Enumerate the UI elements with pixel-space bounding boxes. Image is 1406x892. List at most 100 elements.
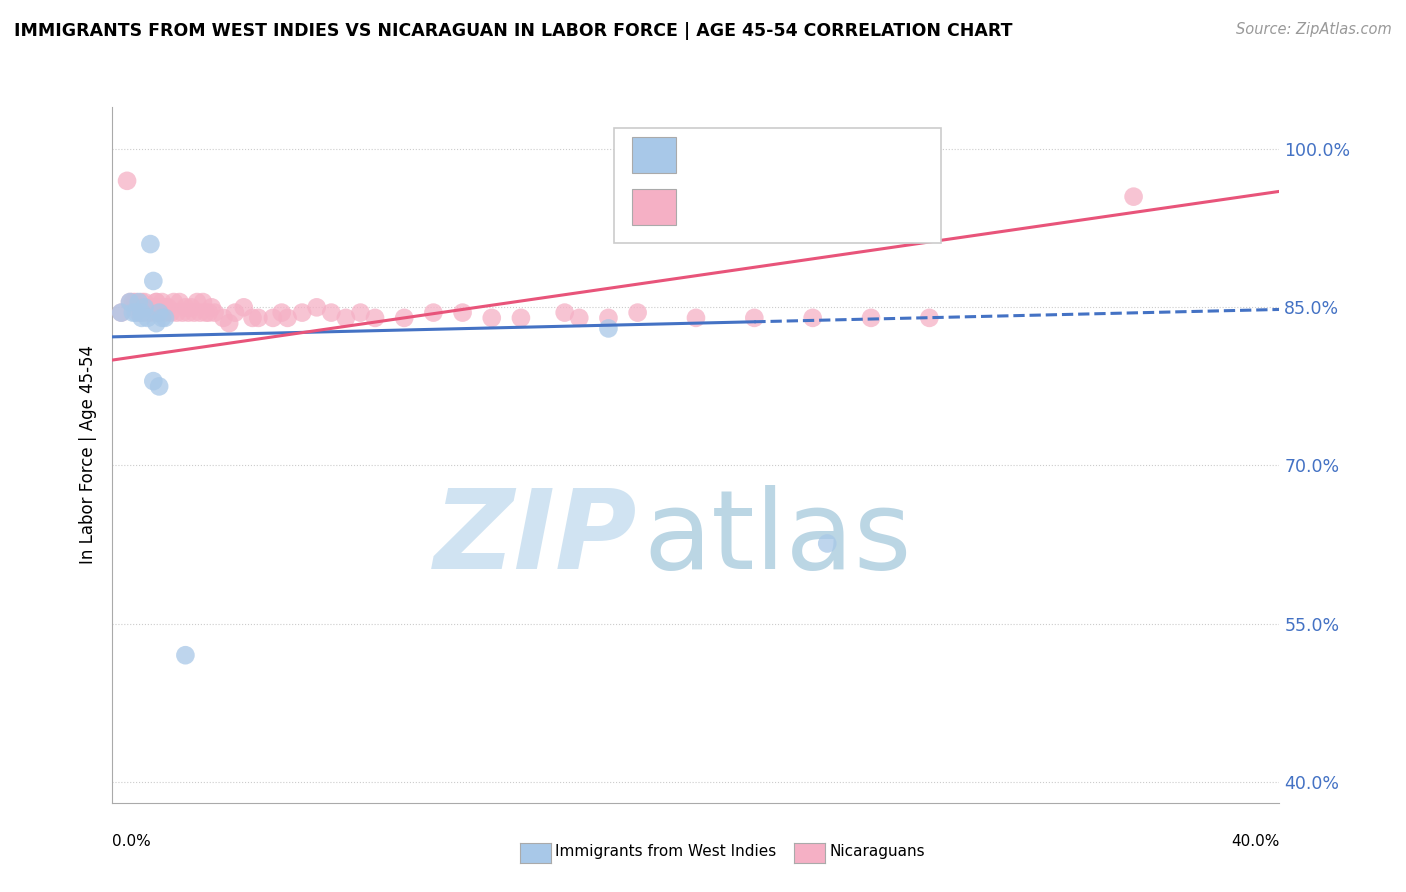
Y-axis label: In Labor Force | Age 45-54: In Labor Force | Age 45-54 [79,345,97,565]
Point [136,310,159,325]
Point [156,301,179,315]
Text: 0.0%: 0.0% [112,834,152,849]
Point [188,305,211,319]
Point [859,310,883,325]
Point [305,301,328,315]
Point [166,305,188,319]
Point [148,305,170,319]
Point [194,305,217,319]
Point [115,174,138,188]
Point [349,305,371,319]
Point [134,295,156,310]
Point [131,305,153,319]
Text: 0.314: 0.314 [740,197,796,216]
Point [335,310,357,325]
Point [142,301,165,315]
Point [118,295,141,310]
Point [150,295,173,310]
Text: 69: 69 [851,197,876,216]
Text: Nicaraguans: Nicaraguans [830,845,925,859]
Point [148,379,170,393]
FancyBboxPatch shape [614,128,941,243]
Point [568,310,591,325]
Point [131,305,153,319]
Text: R =: R = [690,145,730,163]
Point [153,305,176,319]
Point [742,310,765,325]
Point [122,305,145,319]
Point [136,305,159,319]
Point [422,305,444,319]
Point [131,295,153,310]
Point [153,310,176,325]
Point [554,305,576,319]
Point [201,301,224,315]
Point [160,305,183,319]
Point [153,301,176,315]
Point [180,301,202,315]
Point [270,305,292,319]
Point [232,301,254,315]
Point [145,305,167,319]
Text: 40.0%: 40.0% [1232,834,1279,849]
Point [110,305,132,319]
Point [815,536,838,550]
Point [598,310,620,325]
Point [125,295,148,310]
Point [145,295,167,310]
Point [509,310,531,325]
Point [110,305,132,319]
Text: N =: N = [804,145,845,163]
Point [191,295,214,310]
Point [918,310,941,325]
Text: N =: N = [804,197,845,216]
Point [169,295,191,310]
Point [142,274,165,288]
Point [262,310,284,325]
Point [242,310,264,325]
Text: IMMIGRANTS FROM WEST INDIES VS NICARAGUAN IN LABOR FORCE | AGE 45-54 CORRELATION: IMMIGRANTS FROM WEST INDIES VS NICARAGUA… [14,22,1012,40]
Text: 0.060: 0.060 [740,145,796,163]
Text: atlas: atlas [644,485,912,592]
Text: Source: ZipAtlas.com: Source: ZipAtlas.com [1236,22,1392,37]
Point [321,305,343,319]
Point [291,305,314,319]
Point [145,295,167,310]
Point [174,301,197,315]
Point [122,295,145,310]
Point [392,310,416,325]
Point [128,295,150,310]
Point [148,301,170,315]
Point [481,310,503,325]
Point [139,301,162,315]
Text: Immigrants from West Indies: Immigrants from West Indies [555,845,776,859]
Point [125,305,148,319]
Point [626,305,648,319]
Text: R =: R = [690,197,730,216]
Point [128,305,150,319]
Point [142,374,165,388]
Text: 19: 19 [851,145,876,163]
Point [204,305,226,319]
Point [163,295,186,310]
Point [139,305,162,319]
Point [136,301,159,315]
Point [685,310,707,325]
Point [177,305,200,319]
Point [212,310,235,325]
Point [131,310,153,325]
Point [134,301,156,315]
Point [145,316,167,330]
Point [197,305,219,319]
Point [172,305,194,319]
Point [276,310,298,325]
Point [224,305,246,319]
FancyBboxPatch shape [631,137,676,173]
Text: ZIP: ZIP [434,485,638,592]
Point [598,321,620,335]
Point [118,295,141,310]
Point [247,310,270,325]
Point [150,310,173,325]
Point [451,305,474,319]
Point [148,305,170,319]
